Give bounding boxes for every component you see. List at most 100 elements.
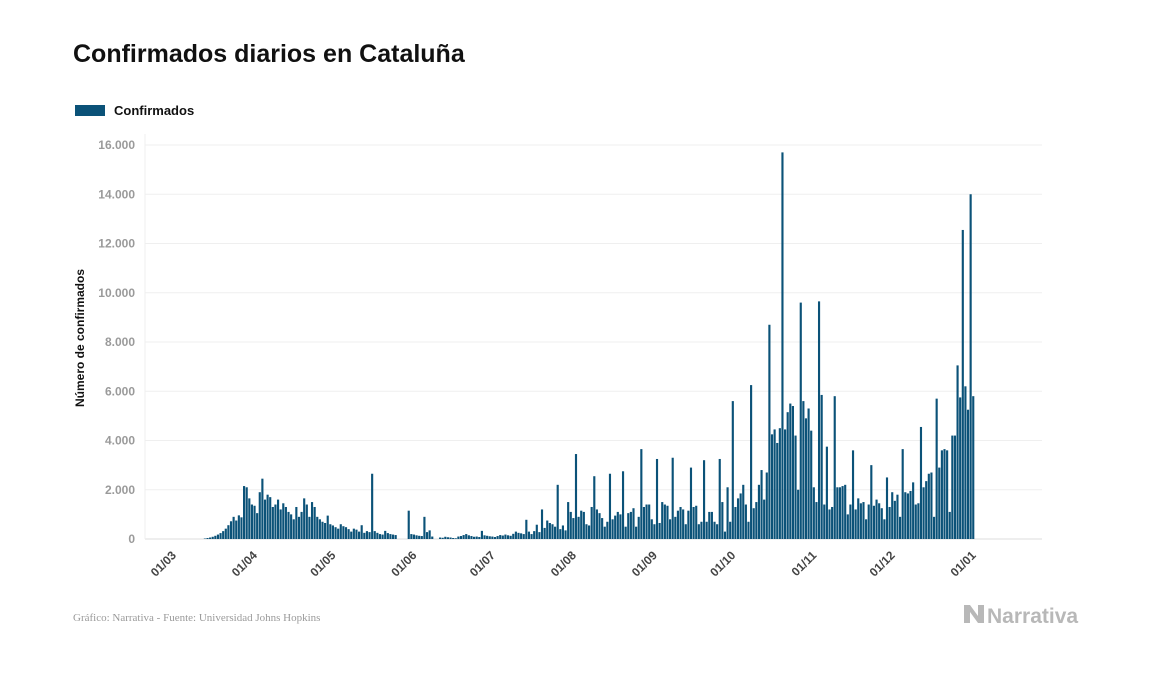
bar (763, 499, 766, 539)
bar (279, 509, 282, 539)
bar (721, 502, 724, 539)
bar (352, 528, 355, 539)
bar (499, 535, 502, 539)
bar (590, 506, 593, 539)
bar (300, 511, 303, 539)
bar (232, 516, 235, 539)
bar (470, 536, 473, 539)
bar (862, 502, 865, 539)
brand-name: Narrativa (987, 604, 1079, 628)
bar (305, 504, 308, 539)
x-tick-label: 01/11 (789, 548, 820, 579)
bar (368, 532, 371, 539)
y-tick-labels: 0 2.000 4.000 6.000 8.000 10.000 12.000 14.000 1… (98, 138, 135, 546)
bar (512, 533, 515, 539)
bar (849, 504, 852, 539)
bar (478, 537, 481, 539)
bar (828, 509, 831, 539)
bar (601, 518, 604, 539)
bar (614, 515, 617, 539)
bar (243, 486, 246, 539)
bar (603, 526, 606, 539)
bar (287, 511, 290, 539)
bar (551, 524, 554, 539)
bar (548, 522, 551, 539)
bar (556, 484, 559, 539)
bar (488, 536, 491, 539)
bar (520, 533, 523, 539)
bar (525, 519, 528, 539)
bar (726, 487, 729, 539)
bar (266, 494, 269, 539)
bar (893, 500, 896, 539)
bar (428, 530, 431, 539)
bar (248, 498, 251, 539)
bar (687, 510, 690, 539)
bar (561, 525, 564, 539)
bar (418, 535, 421, 539)
bar (820, 394, 823, 539)
bar (645, 504, 648, 539)
bar (376, 532, 379, 539)
bar (486, 535, 489, 539)
bar (577, 516, 580, 539)
bar (219, 533, 222, 539)
source-note: Gráfico: Narrativa - Fuente: Universidad… (73, 612, 321, 624)
bar (935, 398, 938, 539)
legend: Confirmados (75, 103, 194, 118)
bar (572, 518, 575, 539)
bar (240, 517, 243, 539)
bar (237, 515, 240, 539)
bar (290, 514, 293, 540)
x-tick-label: 01/05 (307, 548, 338, 579)
bar (925, 481, 928, 539)
bar (922, 487, 925, 539)
bar (475, 536, 478, 539)
bar (303, 498, 306, 539)
bar (506, 535, 510, 539)
bar (888, 506, 891, 539)
bar (940, 450, 943, 539)
bar (956, 365, 959, 539)
bar (786, 412, 789, 539)
bar (932, 516, 936, 539)
bar (235, 520, 238, 539)
bar (640, 449, 643, 539)
bar (253, 505, 256, 539)
bar (964, 386, 967, 539)
bar (943, 449, 946, 539)
bar (360, 525, 363, 539)
bar (708, 511, 711, 539)
bar (465, 534, 468, 539)
bars (203, 152, 975, 540)
bar (750, 385, 753, 539)
bar (292, 519, 295, 539)
bar (282, 503, 285, 539)
bar (880, 508, 883, 539)
bar (593, 476, 596, 539)
bar (854, 509, 857, 539)
bar (324, 522, 327, 539)
bar (692, 506, 695, 539)
bar (773, 429, 776, 539)
x-tick-label: 01/10 (707, 548, 738, 579)
bar (836, 487, 839, 539)
bar (768, 324, 771, 539)
bar (959, 397, 962, 539)
bar (710, 511, 713, 539)
bar (538, 532, 541, 539)
bar (859, 503, 862, 539)
bar (872, 505, 876, 539)
bar (297, 516, 301, 539)
bar (718, 458, 721, 539)
bar (637, 516, 640, 539)
bar (734, 506, 737, 539)
bar (744, 504, 747, 539)
y-tick-label: 4.000 (105, 434, 135, 448)
x-tick-label: 01/06 (388, 548, 419, 579)
bar (331, 525, 335, 539)
bar (316, 516, 319, 539)
bar (878, 503, 881, 539)
bar (919, 426, 923, 539)
